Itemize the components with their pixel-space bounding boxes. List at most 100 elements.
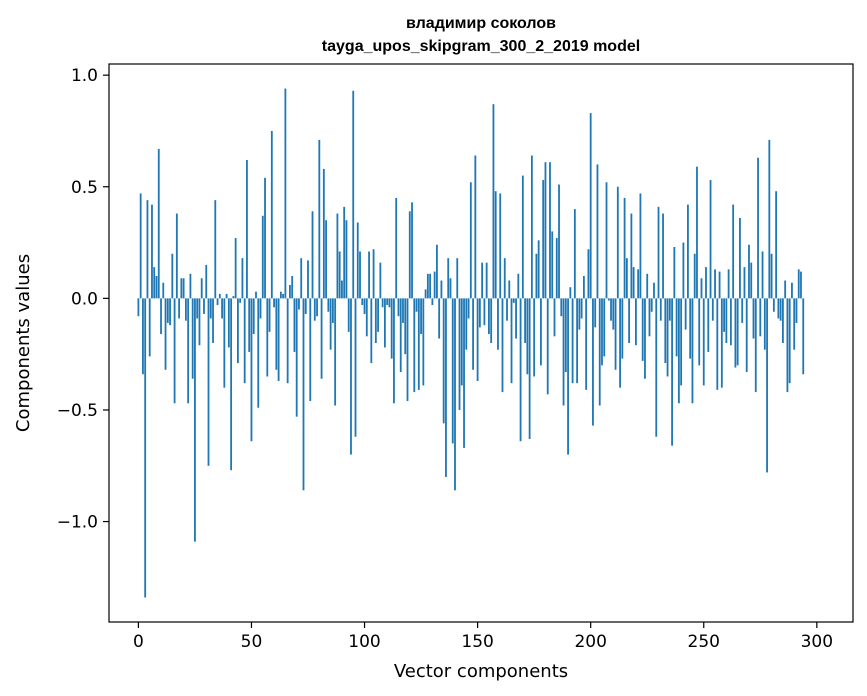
bar-141	[456, 258, 459, 299]
bar-124	[417, 298, 420, 390]
bar-255	[714, 269, 716, 299]
bar-88	[336, 213, 339, 299]
plot-frame	[108, 63, 854, 623]
bar-13	[166, 298, 169, 323]
bar-243	[687, 204, 689, 299]
bar-101	[365, 298, 368, 337]
bar-119	[406, 298, 409, 402]
y-tick-label-4: 1.0	[71, 66, 98, 86]
bar-180	[544, 162, 547, 299]
bar-265	[736, 298, 739, 366]
bar-155	[488, 298, 490, 335]
bar-40	[227, 298, 230, 348]
bar-116	[399, 298, 402, 373]
y-tick-label-2: 0.0	[71, 289, 98, 309]
bar-227	[650, 298, 653, 312]
bar-123	[415, 298, 418, 312]
bar-65	[284, 88, 287, 299]
bar-131	[433, 271, 436, 299]
bar-174	[530, 155, 533, 299]
x-tick-label-250: 250	[688, 632, 720, 652]
x-tick-label-0: 0	[133, 632, 144, 652]
bar-81	[320, 298, 323, 379]
bar-203	[596, 164, 599, 299]
bar-80	[318, 139, 321, 299]
bar-187	[560, 298, 563, 317]
bar-287	[786, 298, 789, 393]
bar-86	[331, 298, 334, 323]
bar-50	[250, 298, 253, 442]
bar-55	[261, 215, 264, 299]
bar-173	[528, 298, 531, 439]
bar-215	[623, 197, 626, 299]
bar-87	[334, 298, 337, 406]
bar-293	[800, 271, 802, 299]
bar-246	[693, 253, 696, 299]
bar-51	[252, 298, 255, 335]
y-ticks: −1.0 −0.5 0.0 0.5 1.0	[57, 66, 109, 533]
bar-166	[512, 298, 515, 303]
bar-135	[442, 298, 445, 424]
bar-20	[182, 278, 185, 299]
bar-204	[598, 298, 601, 406]
bar-85	[329, 298, 332, 350]
bar-95	[352, 90, 355, 299]
bar-280	[770, 253, 773, 299]
bar-104	[372, 249, 375, 299]
bar-208	[607, 298, 610, 301]
bar-37	[221, 298, 223, 319]
bar-47	[243, 298, 246, 384]
bar-200	[589, 113, 592, 299]
bar-220	[635, 298, 637, 346]
bar-162	[503, 258, 506, 299]
bar-160	[499, 193, 502, 299]
bar-60	[273, 298, 275, 308]
bar-16	[173, 298, 176, 404]
bar-136	[445, 298, 447, 477]
bar-23	[189, 273, 192, 299]
bar-270	[748, 244, 750, 299]
bar-197	[582, 276, 585, 299]
bar-34	[214, 200, 217, 299]
bar-279	[768, 139, 771, 299]
bar-72	[300, 258, 303, 299]
bar-30	[205, 264, 208, 299]
bar-249	[700, 278, 703, 299]
bar-97	[356, 222, 359, 299]
bar-175	[533, 298, 536, 377]
bar-22	[187, 298, 190, 404]
bar-170	[521, 175, 524, 299]
bar-90	[341, 280, 343, 299]
bar-138	[449, 278, 452, 299]
bar-70	[295, 298, 298, 417]
bar-163	[506, 298, 508, 321]
bar-17	[175, 213, 178, 299]
bar-32	[209, 298, 212, 319]
bar-44	[237, 298, 239, 364]
bar-29	[203, 298, 205, 314]
bar-148	[472, 298, 474, 370]
x-tick-label-100: 100	[348, 632, 380, 652]
bar-172	[526, 298, 529, 375]
bar-291	[795, 298, 798, 323]
bar-77	[311, 211, 314, 299]
bar-103	[370, 298, 373, 364]
bar-43	[234, 238, 237, 299]
bar-54	[259, 298, 262, 319]
bar-177	[537, 240, 540, 299]
bar-0	[137, 298, 140, 317]
bar-266	[739, 218, 741, 299]
bar-222	[639, 193, 642, 299]
bar-89	[338, 251, 341, 299]
bar-93	[347, 298, 350, 332]
bar-11	[162, 282, 165, 299]
bar-100	[363, 298, 366, 314]
bar-257	[718, 271, 721, 299]
bar-130	[431, 298, 434, 306]
bar-288	[788, 298, 791, 384]
bar-14	[169, 298, 171, 326]
bar-150	[476, 298, 479, 381]
bar-78	[313, 298, 316, 321]
x-tick-label-50: 50	[241, 632, 263, 652]
bar-82	[322, 168, 325, 299]
